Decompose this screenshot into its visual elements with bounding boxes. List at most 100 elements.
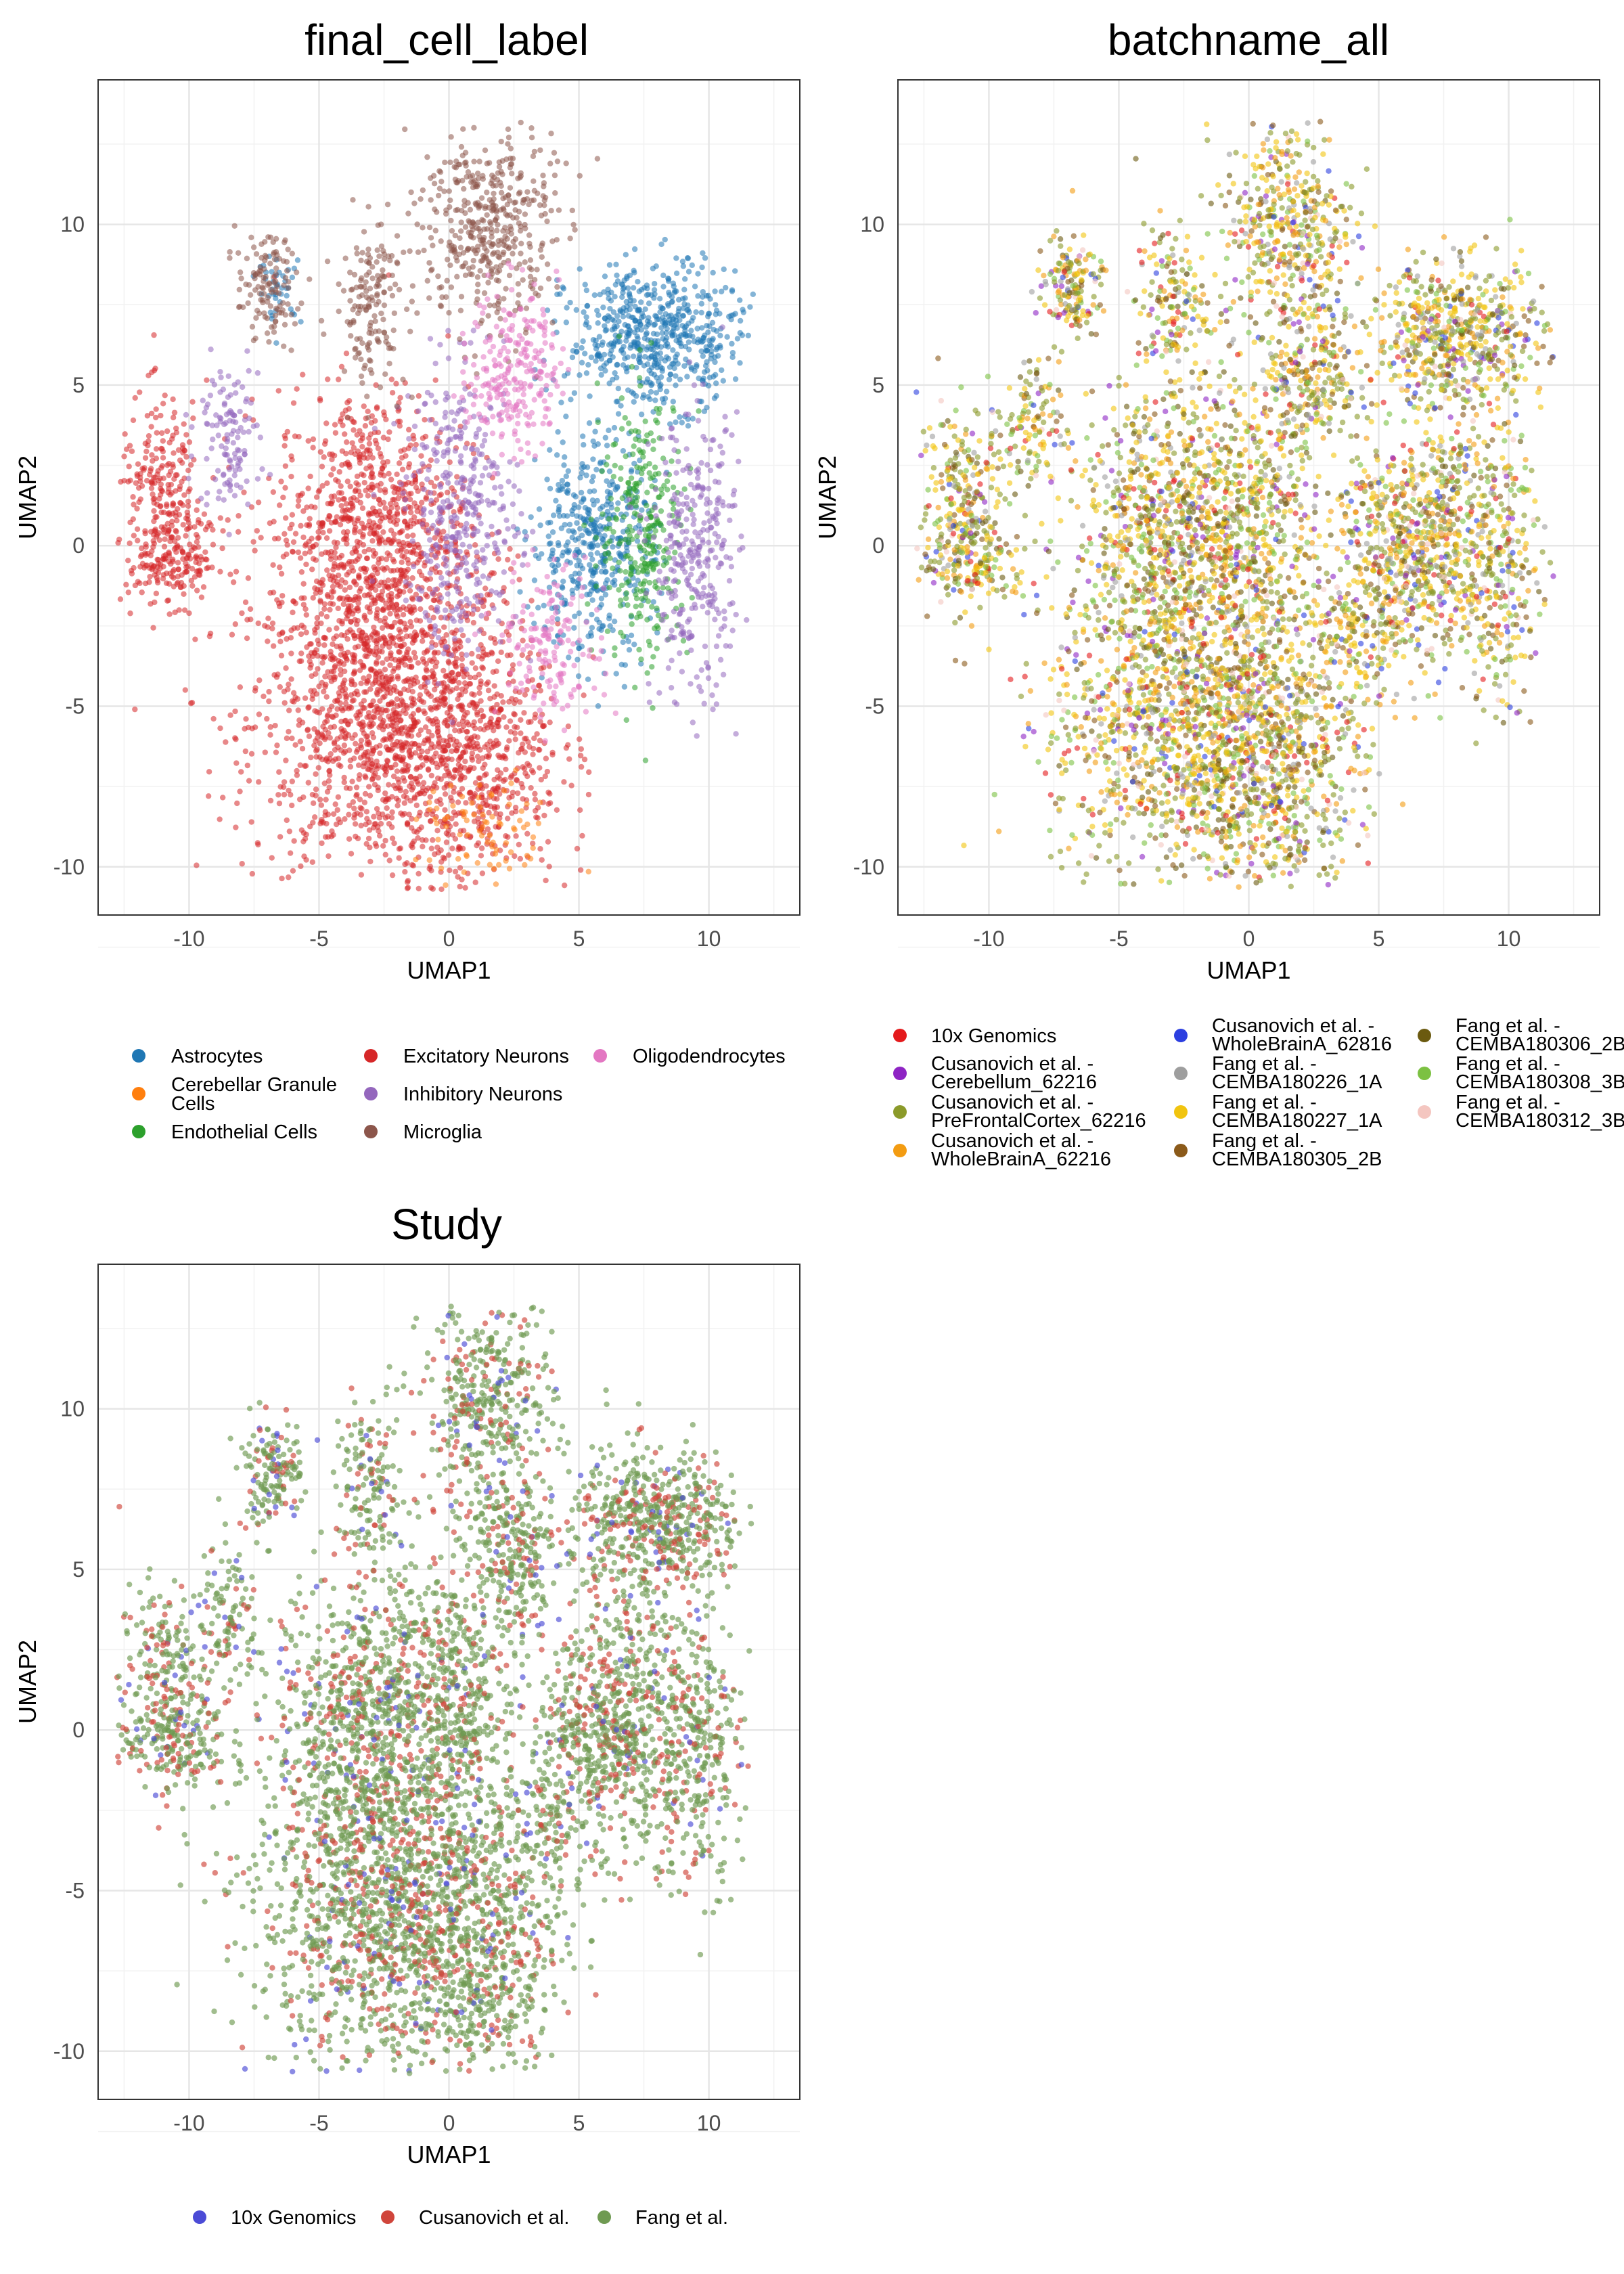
data-point <box>355 448 361 454</box>
data-point <box>249 870 256 877</box>
data-point <box>337 684 343 691</box>
data-point <box>606 615 612 622</box>
data-point <box>408 843 415 849</box>
data-point <box>714 539 720 545</box>
data-point <box>717 332 723 339</box>
data-point <box>313 754 319 760</box>
data-point <box>536 506 543 512</box>
data-point <box>587 393 593 399</box>
data-point <box>603 462 610 468</box>
data-point <box>435 635 442 641</box>
data-point <box>561 779 567 785</box>
data-point <box>452 727 458 734</box>
data-point <box>620 639 626 646</box>
data-point <box>667 535 674 542</box>
data-point <box>564 513 570 519</box>
data-point <box>645 526 651 532</box>
data-point <box>712 617 718 623</box>
data-point <box>475 816 481 822</box>
data-point <box>406 811 412 818</box>
data-point <box>631 343 637 349</box>
data-point <box>455 799 461 805</box>
data-point <box>400 611 407 618</box>
data-point <box>547 447 553 453</box>
data-point <box>325 811 332 818</box>
data-point <box>582 282 588 288</box>
data-point <box>168 573 175 579</box>
data-point <box>688 647 694 654</box>
data-point <box>656 577 662 583</box>
data-point <box>139 560 146 567</box>
data-point <box>503 517 510 523</box>
data-point <box>183 453 189 460</box>
data-point <box>602 569 608 575</box>
data-point <box>137 470 143 477</box>
data-point <box>302 550 308 556</box>
data-point <box>543 877 549 884</box>
data-point <box>556 504 562 510</box>
data-point <box>392 619 398 626</box>
data-point <box>350 568 357 574</box>
data-point <box>646 699 653 705</box>
data-point <box>669 635 676 641</box>
data-point <box>514 778 520 784</box>
data-point <box>160 556 166 562</box>
data-point <box>441 785 447 791</box>
data-point <box>389 809 395 816</box>
data-point <box>409 816 415 822</box>
data-point <box>429 811 436 818</box>
data-point <box>535 555 542 562</box>
data-point <box>404 820 411 827</box>
data-point <box>701 700 707 707</box>
data-point <box>445 742 451 749</box>
data-point <box>310 445 316 451</box>
data-point <box>492 640 499 646</box>
data-point <box>684 374 690 380</box>
data-point <box>256 711 263 717</box>
data-point <box>589 597 595 603</box>
data-point <box>438 859 445 865</box>
data-point <box>350 503 356 509</box>
data-point <box>737 297 743 303</box>
data-point <box>443 631 449 638</box>
data-point <box>668 684 675 691</box>
data-point <box>277 834 284 840</box>
data-point <box>125 589 131 596</box>
data-point <box>365 835 372 842</box>
data-point <box>472 542 478 548</box>
data-point <box>183 432 189 438</box>
data-point <box>687 681 694 687</box>
data-point <box>394 511 401 518</box>
data-point <box>190 544 197 550</box>
data-point <box>451 774 457 780</box>
data-point <box>334 807 340 813</box>
data-point <box>333 519 339 525</box>
data-point <box>135 461 141 467</box>
data-point <box>266 688 272 695</box>
data-point <box>612 652 618 659</box>
data-point <box>503 724 510 730</box>
data-point <box>485 533 491 539</box>
data-point <box>146 472 153 478</box>
data-point <box>464 709 470 716</box>
data-point <box>594 380 600 386</box>
data-point <box>592 428 598 434</box>
data-point <box>462 758 468 765</box>
data-point <box>595 419 601 426</box>
data-point <box>385 605 392 611</box>
data-point <box>438 757 445 764</box>
data-point <box>318 610 325 617</box>
data-point <box>692 529 698 535</box>
data-point <box>680 560 686 566</box>
data-point <box>543 755 549 761</box>
data-point <box>569 535 575 541</box>
data-point <box>419 629 425 636</box>
data-point <box>321 780 328 786</box>
data-point <box>371 813 377 820</box>
data-point <box>709 692 715 698</box>
data-point <box>480 547 486 553</box>
data-point <box>183 568 189 575</box>
data-point <box>587 591 593 598</box>
data-point <box>405 676 411 682</box>
data-point <box>706 539 712 545</box>
